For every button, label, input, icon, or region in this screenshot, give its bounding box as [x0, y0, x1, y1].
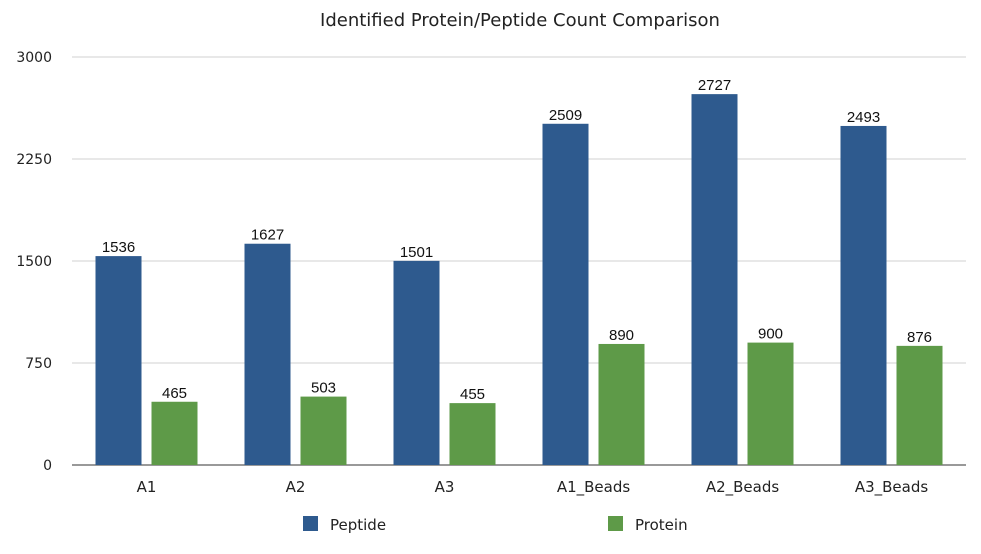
- bar-protein: [300, 396, 347, 465]
- bar-protein: [449, 403, 496, 465]
- chart-title: Identified Protein/Peptide Count Compari…: [320, 10, 720, 31]
- legend-swatch-peptide: [303, 516, 318, 531]
- data-label: 900: [758, 326, 783, 343]
- bar-protein: [598, 343, 645, 465]
- data-label: 1536: [102, 239, 135, 256]
- data-label: 890: [609, 327, 634, 344]
- x-tick-label: A1_Beads: [557, 478, 631, 497]
- bar-peptide: [840, 125, 887, 466]
- data-label: 1501: [400, 244, 433, 261]
- bar-protein: [151, 401, 198, 465]
- data-label: 1627: [251, 227, 284, 244]
- y-tick-label: 1500: [16, 254, 52, 270]
- bar-protein: [896, 345, 943, 465]
- legend-swatch-protein: [608, 516, 623, 531]
- x-tick-label: A3_Beads: [855, 478, 929, 497]
- y-tick-label: 3000: [16, 50, 52, 66]
- x-tick-label: A1: [137, 478, 157, 496]
- legend-label: Protein: [635, 516, 688, 534]
- y-tick-label: 750: [25, 356, 52, 372]
- x-tick-label: A3: [435, 478, 455, 496]
- data-label: 2727: [698, 77, 731, 94]
- data-label: 503: [311, 380, 336, 397]
- data-label: 2509: [549, 107, 582, 124]
- data-label: 465: [162, 385, 187, 402]
- bar-peptide: [691, 94, 738, 466]
- bar-peptide: [244, 243, 291, 465]
- data-label: 876: [907, 329, 932, 346]
- bar-peptide: [542, 123, 589, 465]
- x-tick-label: A2: [286, 478, 306, 496]
- x-tick-label: A2_Beads: [706, 478, 780, 497]
- bar-protein: [747, 342, 794, 465]
- bar-peptide: [95, 256, 142, 465]
- legend-label: Peptide: [330, 516, 386, 534]
- data-label: 2493: [847, 109, 880, 126]
- y-tick-label: 0: [43, 458, 52, 474]
- bar-peptide: [393, 260, 440, 465]
- data-label: 455: [460, 386, 485, 403]
- y-tick-label: 2250: [16, 152, 52, 168]
